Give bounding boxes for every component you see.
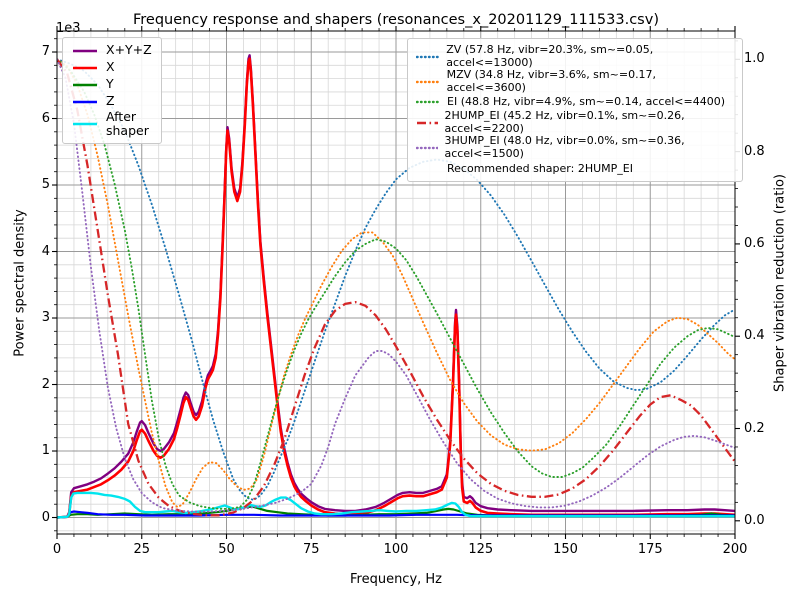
y-right-tick-label: 0.2	[744, 420, 765, 436]
legend-item-label: Z	[106, 93, 115, 109]
x-tick-label: 25	[133, 542, 151, 557]
x-tick-label: 125	[468, 542, 494, 557]
series-2hump_ei	[57, 58, 735, 517]
legend-item-zv: ZV (57.8 Hz, vibr=20.3%, sm~=0.05, accel…	[416, 43, 734, 69]
legend-line-swatch	[416, 55, 440, 58]
legend-item-label: Y	[106, 76, 114, 92]
x-axis-label: Frequency, Hz	[349, 572, 443, 587]
legend-item-label: MZV (34.8 Hz, vibr=3.6%, sm~=0.17, accel…	[446, 68, 657, 94]
recommended-shaper-note: Recommended shaper: 2HUMP_EI	[447, 162, 633, 176]
legend-line-swatch	[73, 123, 97, 126]
x-tick-label: 175	[637, 542, 663, 557]
legend-item-mzv: MZV (34.8 Hz, vibr=3.6%, sm~=0.17, accel…	[416, 68, 734, 94]
legend-item-xyz: X+Y+Z	[72, 42, 152, 59]
y-left-tick-label: 4	[41, 243, 50, 259]
y-left-tick-label: 3	[41, 310, 50, 325]
legend-item-z: Z	[72, 93, 152, 110]
y-left-tick-label: 1	[41, 443, 50, 458]
x-tick-label: 50	[218, 542, 235, 557]
y-left-tick-label: 7	[41, 44, 50, 59]
x-tick-label: 200	[722, 542, 748, 557]
legend-item-ei: EI (48.8 Hz, vibr=4.9%, sm~=0.14, accel<…	[416, 95, 734, 111]
psd-legend: X+Y+Z X Y Z After shaper	[62, 37, 162, 144]
legend-item-label: EI (48.8 Hz, vibr=4.9%, sm~=0.14, accel<…	[447, 95, 725, 109]
shaper-legend-rows: ZV (57.8 Hz, vibr=20.3%, sm~=0.05, accel…	[416, 43, 734, 161]
y-left-tick-label: 0	[41, 509, 50, 525]
y-right-tick-label: 0.0	[744, 512, 765, 528]
x-tick-label: 150	[553, 542, 578, 557]
legend-item-3hump_ei: 3HUMP_EI (48.0 Hz, vibr=0.0%, sm~=0.36, …	[416, 135, 734, 160]
y-right-tick-label: 1.0	[744, 51, 765, 67]
y-axis-offset-label: 1e3	[56, 21, 81, 36]
shaper-legend: ZV (57.8 Hz, vibr=20.3%, sm~=0.05, accel…	[407, 38, 743, 183]
x-tick-label: 100	[383, 542, 409, 557]
x-tick-label: 75	[302, 542, 320, 557]
legend-item-x: X	[72, 59, 152, 76]
legend-item-y: Y	[72, 76, 152, 93]
legend-line-swatch	[73, 66, 97, 69]
legend-item-2hump_ei: 2HUMP_EI (45.2 Hz, vibr=0.1%, sm~=0.26, …	[416, 109, 734, 135]
legend-item-after: After shaper	[72, 109, 152, 139]
legend-line-swatch	[73, 100, 97, 103]
y-right-tick-label: 0.4	[744, 328, 765, 344]
series-zv	[57, 58, 735, 501]
y-left-tick-label: 5	[41, 177, 50, 192]
y-left-tick-label: 2	[41, 376, 50, 392]
y-left-tick-label: 6	[41, 110, 50, 126]
legend-item-label: 2HUMP_EI (45.2 Hz, vibr=0.1%, sm~=0.26, …	[444, 109, 685, 135]
legend-item-label: X	[106, 59, 115, 75]
series-mzv	[57, 58, 735, 508]
legend-item-label: X+Y+Z	[106, 42, 152, 58]
y-left-axis-label: Power spectral density	[12, 209, 28, 357]
legend-line-swatch	[73, 83, 97, 86]
chart-title: Frequency response and shapers (resonanc…	[133, 12, 659, 28]
legend-line-swatch	[416, 80, 440, 84]
legend-item-label: After shaper	[106, 109, 149, 139]
series-3hump_ei	[57, 58, 735, 513]
series-after	[57, 491, 735, 519]
series-ei	[57, 58, 735, 510]
legend-line-swatch	[73, 49, 97, 52]
y-right-tick-label: 0.6	[744, 235, 765, 251]
legend-line-swatch	[417, 121, 438, 124]
legend-item-label: 3HUMP_EI (48.0 Hz, vibr=0.0%, sm~=0.36, …	[444, 134, 685, 161]
legend-line-swatch	[416, 101, 440, 104]
x-tick-label: 0	[52, 542, 62, 557]
legend-item-label: ZV (57.8 Hz, vibr=20.3%, sm~=0.05, accel…	[446, 43, 654, 69]
y-right-tick-label: 0.8	[744, 143, 765, 159]
legend-line-swatch	[416, 146, 438, 150]
y-right-axis-label: Shaper vibration reduction (ratio)	[772, 174, 788, 392]
